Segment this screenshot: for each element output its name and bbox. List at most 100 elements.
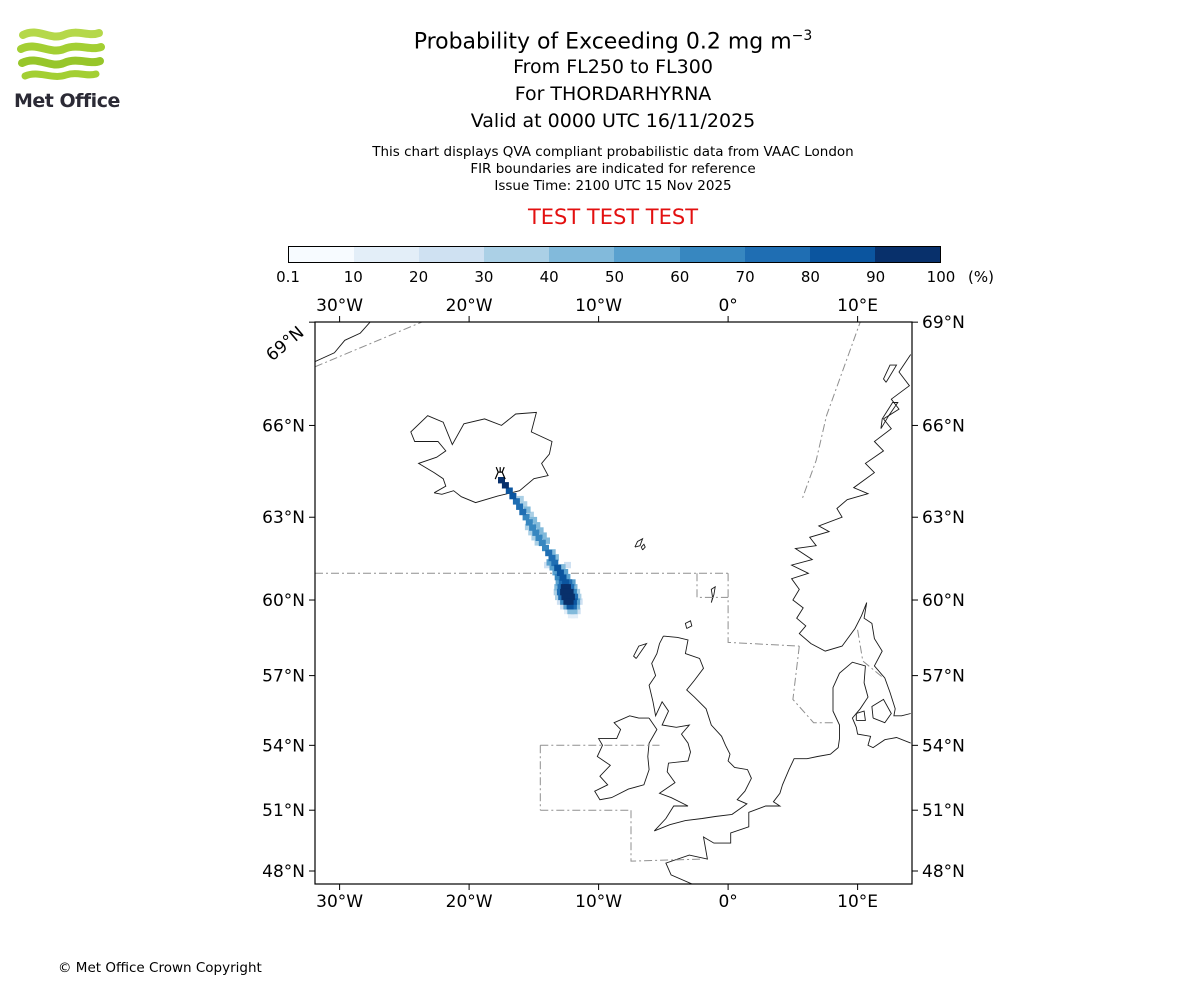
colorbar-segment: [419, 247, 485, 262]
ash-plume-cell: [552, 569, 560, 576]
coastline: [880, 402, 899, 429]
ash-plume-cell: [539, 532, 547, 539]
ash-plume-cell: [551, 559, 559, 567]
coastline: [710, 585, 716, 603]
colorbar-unit: (%): [968, 268, 994, 286]
colorbar-segment: [614, 247, 680, 262]
coastline: [871, 698, 892, 724]
lat-tick-label: 63°N: [262, 508, 305, 528]
subtitle-valid-time: Valid at 0000 UTC 16/11/2025: [470, 110, 756, 133]
lat-tick-label: 48°N: [922, 862, 965, 882]
page-title: Probability of Exceeding 0.2 mg m−3: [26, 28, 1200, 54]
coastline: [648, 635, 752, 832]
lon-tick-label: 20°W: [446, 892, 493, 912]
colorbar-segment: [484, 247, 550, 262]
ash-plume-cell: [525, 519, 533, 526]
ash-plume-cell: [542, 544, 549, 552]
colorbar: [288, 246, 941, 263]
lat-tick-label: 54°N: [922, 736, 965, 756]
map-border: [314, 321, 913, 885]
colorbar-tick-label: 10: [343, 268, 363, 286]
header-titles: Probability of Exceeding 0.2 mg m−3 From…: [26, 28, 1200, 229]
lon-tick-label: 10°E: [837, 296, 878, 316]
ash-plume-cell: [528, 529, 536, 536]
ash-plume-cell: [520, 501, 528, 508]
lat-tick-label: 51°N: [262, 801, 305, 821]
note-fir: FIR boundaries are indicated for referen…: [470, 161, 756, 178]
coastline: [790, 354, 912, 717]
ash-plume-cell: [566, 603, 574, 610]
ash-plume-cell: [529, 524, 537, 531]
subtitle-flight-levels: From FL250 to FL300: [513, 56, 713, 79]
fir-boundary: [857, 629, 884, 679]
colorbar-segment: [679, 247, 745, 262]
lat-tick-label: 60°N: [922, 591, 965, 611]
ash-plume-cell: [566, 588, 574, 596]
ash-plume-cell: [532, 529, 540, 536]
ash-plume-cell: [562, 579, 570, 586]
ash-plume-cell: [548, 554, 556, 562]
lat-tick-label: 60°N: [262, 591, 305, 611]
ash-plume-cell: [526, 511, 534, 519]
fir-boundary: [315, 322, 424, 368]
lon-tick-label: 10°W: [575, 892, 622, 912]
ash-plume-cell: [538, 539, 546, 547]
test-banner: TEST TEST TEST: [527, 205, 699, 230]
colorbar-tick-label: 70: [735, 268, 755, 286]
ash-plume-cell: [549, 564, 557, 571]
ash-plume-cell: [556, 569, 564, 576]
colorbar-tick-label: 90: [866, 268, 886, 286]
ash-plume-cell: [536, 527, 544, 534]
note-issue-time: Issue Time: 2100 UTC 15 Nov 2025: [494, 178, 732, 195]
coastline: [410, 411, 553, 504]
coastline: [634, 537, 644, 548]
lat-tick-label: 57°N: [922, 667, 965, 687]
colorbar-segment: [549, 247, 615, 262]
colorbar-segment: [874, 247, 940, 262]
coastline: [633, 642, 648, 659]
chart-notes: This chart displays QVA compliant probab…: [26, 144, 1200, 195]
ash-plume-cell: [516, 503, 524, 510]
coastline: [594, 715, 658, 801]
coastline: [665, 661, 911, 884]
ash-plume-cell: [505, 487, 513, 494]
coastline: [315, 322, 371, 363]
ash-plume-cell: [524, 523, 532, 531]
ash-plume-cell: [554, 564, 562, 572]
colorbar-tick-label: 80: [800, 268, 820, 286]
fir-boundary: [630, 810, 703, 862]
coastline: [640, 543, 646, 551]
ash-plume-cell: [531, 534, 539, 541]
coastline: [855, 710, 866, 721]
ash-plume-cell: [543, 537, 550, 544]
lon-tick-label: 30°W: [316, 296, 363, 316]
colorbar-segment: [744, 247, 810, 262]
ash-plume-cell: [571, 611, 579, 619]
ash-plume-cell: [554, 573, 562, 581]
title-exponent: −3: [791, 28, 813, 44]
ash-plume-cell: [564, 561, 571, 569]
ash-plume-cell: [546, 559, 554, 566]
ash-plume-cell: [533, 522, 541, 529]
subtitle-volcano-name: For THORDARHYRNA: [514, 83, 712, 106]
lat-tick-label: 54°N: [262, 736, 305, 756]
ash-plume-cell: [564, 584, 571, 591]
colorbar-segment: [289, 247, 355, 262]
ash-plume-cell: [535, 534, 543, 541]
lat-tick-label: 57°N: [262, 667, 305, 687]
ash-plume-cell: [530, 516, 538, 524]
lat-tick-label: 63°N: [922, 508, 965, 528]
ash-plume-cell: [563, 573, 571, 581]
lat-tick-label: 69°N: [922, 313, 965, 333]
ash-plume-cell: [534, 539, 542, 546]
coastline: [684, 620, 693, 629]
ash-plume-cell: [567, 593, 575, 601]
ash-plume-cell: [522, 514, 530, 521]
colorbar-segment: [809, 247, 875, 262]
colorbar-tick-label: 40: [539, 268, 559, 286]
lon-tick-label: 0°: [718, 296, 737, 316]
met-office-logo: Met Office: [14, 26, 144, 112]
ash-plume-cell: [559, 574, 567, 581]
